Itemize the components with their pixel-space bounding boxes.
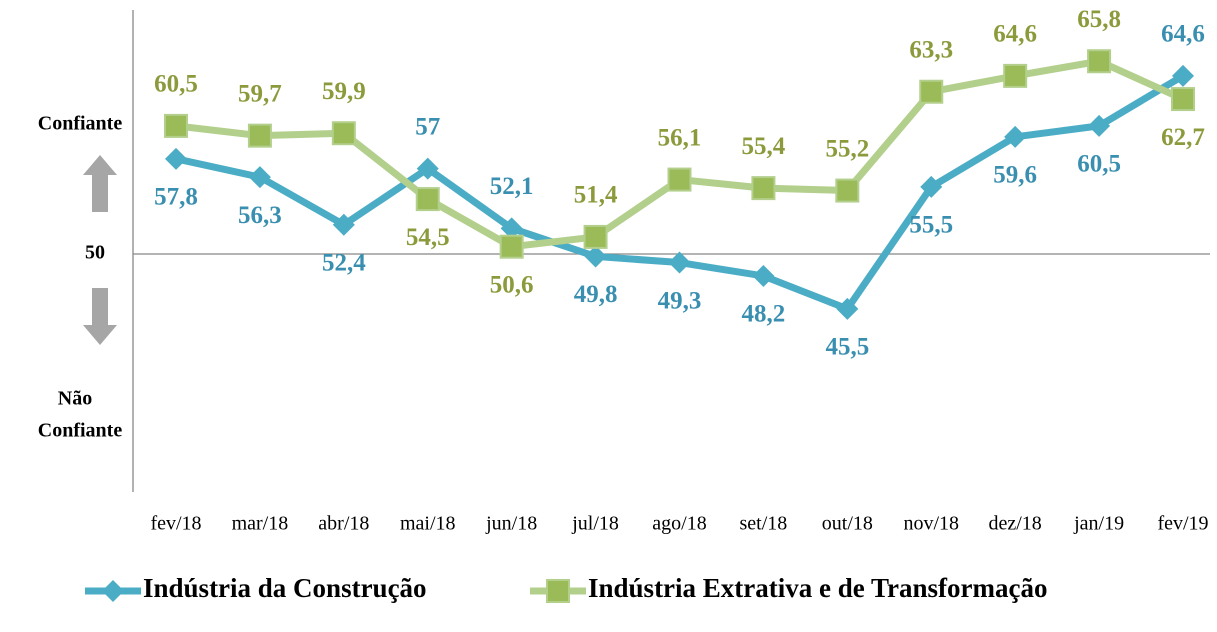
marker	[332, 213, 355, 236]
x-tick-label: abr/18	[318, 513, 369, 535]
marker	[416, 157, 439, 180]
data-label: 57,8	[154, 184, 198, 211]
x-tick-label: fev/18	[150, 513, 201, 535]
data-label: 45,5	[825, 334, 869, 361]
data-label: 49,8	[574, 281, 618, 308]
marker	[836, 297, 859, 320]
data-label: 56,1	[658, 124, 702, 151]
marker	[165, 147, 187, 170]
x-tick-label: ago/18	[652, 513, 706, 535]
x-tick-label: dez/18	[989, 513, 1042, 535]
data-label: 55,2	[825, 135, 869, 162]
data-label: 60,5	[1077, 151, 1121, 178]
marker	[415, 187, 440, 212]
data-label: 52,4	[322, 249, 366, 276]
data-label: 60,5	[154, 71, 198, 98]
data-label: 59,9	[322, 78, 366, 105]
marker	[1087, 49, 1112, 74]
x-tick-label: jun/18	[485, 513, 537, 535]
x-tick-label: jan/19	[1073, 513, 1124, 535]
marker	[1004, 125, 1027, 148]
data-label: 63,3	[909, 36, 953, 63]
legend-label: Indústria Extrativa e de Transformação	[588, 573, 1047, 603]
marker	[835, 178, 860, 203]
marker	[331, 121, 356, 146]
legend-marker	[102, 580, 124, 602]
legend-marker	[546, 579, 570, 603]
annotation: Não	[58, 388, 92, 410]
marker	[1003, 63, 1028, 88]
marker	[919, 79, 944, 104]
data-label: 59,6	[993, 162, 1037, 189]
x-tick-label: fev/19	[1157, 513, 1208, 535]
x-tick-label: set/18	[740, 513, 788, 535]
annotation: Confiante	[38, 113, 123, 135]
data-label: 48,2	[742, 301, 786, 328]
data-label: 59,7	[238, 80, 282, 107]
marker	[164, 113, 188, 138]
x-tick-label: out/18	[822, 513, 873, 535]
data-label: 51,4	[574, 182, 618, 209]
marker	[583, 224, 608, 249]
x-tick-label: mai/18	[400, 513, 456, 535]
marker	[248, 166, 271, 189]
marker	[751, 176, 776, 201]
marker	[752, 264, 775, 287]
data-label: 49,3	[658, 287, 702, 314]
marker	[667, 167, 692, 192]
marker	[668, 251, 691, 274]
marker	[1088, 114, 1111, 137]
legend-label: Indústria da Construção	[143, 573, 427, 603]
data-label: 65,8	[1077, 6, 1121, 33]
data-label: 64,6	[1161, 21, 1205, 48]
marker	[1172, 64, 1194, 87]
data-label: 55,5	[909, 212, 953, 239]
down-arrow	[83, 288, 117, 345]
x-tick-label: jul/18	[571, 513, 619, 535]
up-arrow	[83, 155, 117, 212]
marker	[584, 245, 607, 268]
data-label: 56,3	[238, 202, 282, 229]
data-label: 55,4	[742, 133, 786, 160]
marker	[500, 217, 523, 240]
data-label: 54,5	[406, 224, 450, 251]
data-label: 64,6	[993, 21, 1037, 48]
y-tick-label: 50	[85, 242, 105, 264]
marker	[1171, 87, 1195, 112]
x-tick-label: mar/18	[232, 513, 289, 535]
marker	[920, 175, 943, 198]
data-label: 50,6	[490, 271, 534, 298]
x-tick-label: nov/18	[903, 513, 959, 535]
data-label: 62,7	[1161, 124, 1205, 151]
marker	[247, 123, 272, 148]
annotation: Confiante	[38, 420, 123, 442]
data-label: 52,1	[490, 173, 534, 200]
data-label: 57	[415, 113, 440, 140]
marker	[499, 234, 524, 259]
